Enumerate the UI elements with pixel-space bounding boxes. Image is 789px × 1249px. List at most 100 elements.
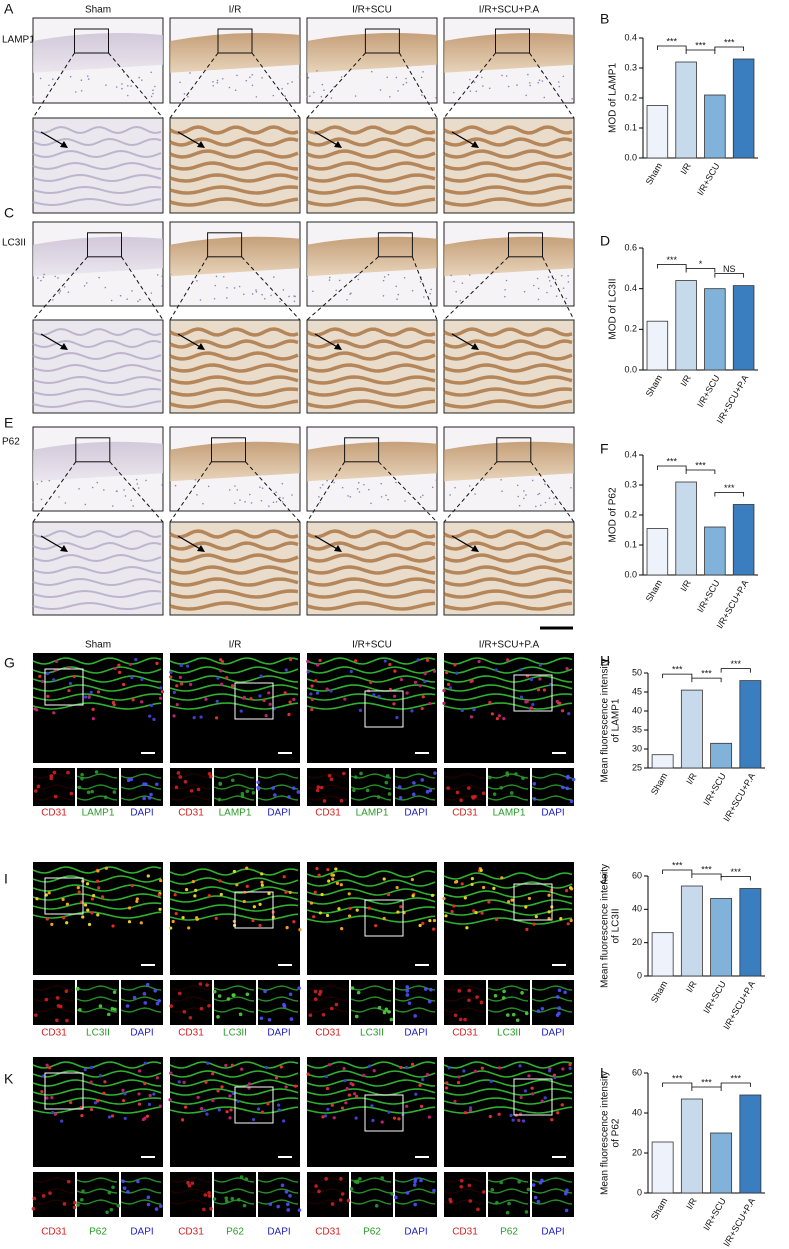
channel-fiber: [213, 1177, 255, 1183]
cell-dot: [537, 287, 540, 290]
channel-label: CD31: [178, 808, 204, 819]
fluor-fiber: [169, 702, 299, 710]
cell-dot: [333, 481, 335, 484]
fluor-cell: [534, 914, 538, 919]
cell-dot: [57, 277, 59, 279]
channel-fiber: [487, 795, 529, 801]
fluor-fiber: [443, 1070, 573, 1078]
fluor-cell: [89, 1065, 94, 1070]
channel-fiber: [32, 985, 74, 991]
fluor-cell: [175, 684, 179, 688]
channel-cell: [52, 770, 57, 775]
channel-cell: [178, 991, 182, 996]
y-tick-label: 0.6: [624, 242, 637, 252]
fluor-fiber: [169, 1061, 299, 1069]
channel-cell: [149, 792, 153, 797]
cell-dot: [326, 479, 328, 482]
fluor-cell: [169, 675, 173, 679]
fluor-cell: [465, 926, 469, 930]
sig-label: ***: [701, 1077, 712, 1087]
fluor-cell: [98, 1074, 103, 1078]
zoom-box: [75, 437, 111, 463]
cell-dot: [255, 96, 258, 98]
channel-cell: [374, 1203, 379, 1208]
channel-cell: [287, 795, 291, 799]
fluor-cell: [95, 879, 100, 883]
channel-fiber: [443, 773, 485, 779]
fluor-cell: [524, 905, 528, 909]
channel-cell: [419, 1178, 423, 1183]
fluor-fiber: [443, 1061, 573, 1069]
fluor-cell: [267, 691, 271, 695]
channel-cell: [224, 1199, 229, 1204]
channel-fiber: [213, 1007, 255, 1013]
channel-cell: [78, 1008, 82, 1012]
arrow: [177, 333, 203, 349]
fiber: [169, 149, 299, 159]
cell-dot: [130, 85, 132, 87]
cell-dot: [382, 295, 385, 297]
fluor-cell: [414, 1092, 418, 1096]
fiber: [443, 161, 573, 171]
cell-dot: [357, 278, 360, 281]
fiber: [443, 327, 573, 337]
channel-cell: [467, 988, 471, 993]
fluor-cell: [158, 907, 162, 911]
channel-fiber: [306, 996, 348, 1002]
channel-fiber: [32, 795, 74, 801]
fluor-cell: [497, 714, 501, 718]
cell-dot: [282, 497, 284, 499]
cell-dot: [525, 94, 528, 97]
fluor-cell: [519, 668, 523, 672]
channel-fiber: [487, 1199, 529, 1205]
fluor-cell: [388, 687, 393, 692]
fluor-fiber: [306, 1097, 436, 1105]
fiber: [32, 137, 162, 147]
channel-label: CD31: [41, 1227, 67, 1238]
bar: [704, 288, 726, 371]
cell-dot: [275, 501, 278, 503]
cell-dot: [123, 489, 125, 491]
bar: [680, 689, 703, 769]
cell-dot: [189, 72, 191, 74]
fluor-cell: [372, 1069, 376, 1073]
fluor-cell: [159, 878, 163, 883]
channel-cell: [189, 789, 194, 793]
channel-cell: [34, 789, 38, 793]
fluor-cell: [442, 896, 446, 901]
fluor-cell: [561, 1067, 565, 1071]
channel-cell: [271, 786, 275, 790]
cell-dot: [244, 500, 246, 503]
fiber: [306, 137, 436, 147]
bar: [732, 285, 755, 371]
x-tick-label: Sham: [649, 979, 669, 1004]
fluor-cell: [309, 901, 314, 905]
channel-fiber: [120, 1199, 162, 1205]
fluor-cell: [207, 894, 211, 898]
fluor-cell: [318, 911, 323, 915]
cell-dot: [48, 84, 50, 87]
cell-dot: [459, 299, 462, 302]
channel-cell: [65, 1018, 69, 1023]
x-tick-label: I/R+SCU+P.A: [721, 771, 757, 823]
fluor-cell: [314, 679, 318, 683]
channel-cell: [412, 1183, 417, 1187]
channel-cell: [239, 1175, 244, 1179]
y-tick-label: 0: [637, 970, 642, 980]
channel-cell: [90, 789, 94, 794]
fiber: [443, 577, 573, 587]
fluor-cell: [418, 684, 422, 688]
fluor-cell: [127, 906, 132, 910]
fiber: [169, 541, 299, 551]
channel-cell: [446, 786, 450, 790]
fluor-fiber: [169, 904, 299, 912]
channel-fiber: [213, 773, 255, 779]
fluor-cell: [169, 670, 173, 674]
channel-cell: [217, 797, 222, 802]
fluor-fiber: [32, 1079, 162, 1087]
arrow: [177, 535, 203, 551]
fluor-cell: [240, 1067, 244, 1071]
fluor-cell: [260, 1110, 265, 1114]
cell-dot: [282, 289, 285, 291]
fluor-fiber: [443, 693, 573, 701]
